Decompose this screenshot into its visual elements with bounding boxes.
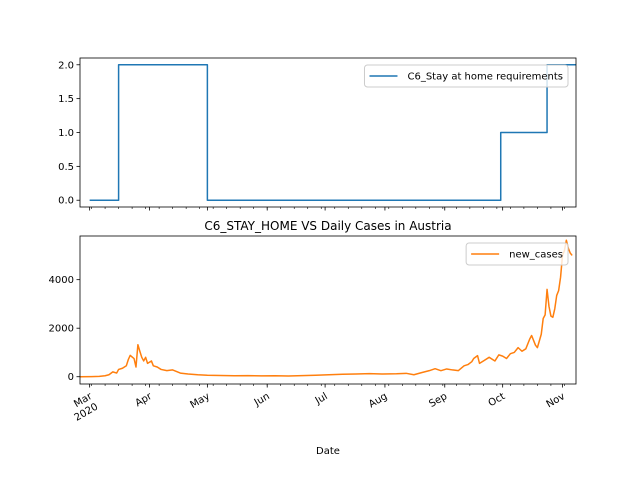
stay-home-series-line [89, 64, 576, 201]
top-ytick-label: 1.0 [58, 128, 74, 139]
top-ytick-label: 0.0 [58, 196, 74, 207]
bottom-legend-label: new_cases [509, 250, 563, 261]
chart-title: C6_STAY_HOME VS Daily Cases in Austria [204, 219, 451, 233]
new-cases-series-line [79, 239, 573, 378]
top-chart: 0.0 0.5 1.0 1.5 2.0 C6_Stay at home requirem… [58, 57, 577, 211]
x-axis-label: Date [316, 446, 340, 457]
top-y-axis-ticks: 0.0 0.5 1.0 1.5 2.0 [58, 60, 80, 207]
top-legend: C6_Stay at home requirements [363, 64, 569, 88]
top-ytick-label: 1.5 [58, 94, 74, 105]
bottom-axes-frame [79, 235, 577, 385]
top-ytick-label: 2.0 [58, 60, 74, 71]
top-legend-label: C6_Stay at home requirements [407, 72, 563, 83]
bottom-legend-box [465, 242, 569, 266]
bottom-y-axis-ticks: 0 2000 4000 [49, 275, 80, 383]
bottom-ytick-label: 2000 [49, 324, 74, 335]
top-axes-frame [79, 57, 577, 208]
bottom-ytick-label: 4000 [49, 275, 74, 286]
top-legend-box [363, 64, 569, 88]
bottom-ytick-label: 0 [68, 372, 74, 383]
bottom-legend: new_cases [465, 242, 569, 266]
top-ytick-label: 0.5 [58, 162, 74, 173]
